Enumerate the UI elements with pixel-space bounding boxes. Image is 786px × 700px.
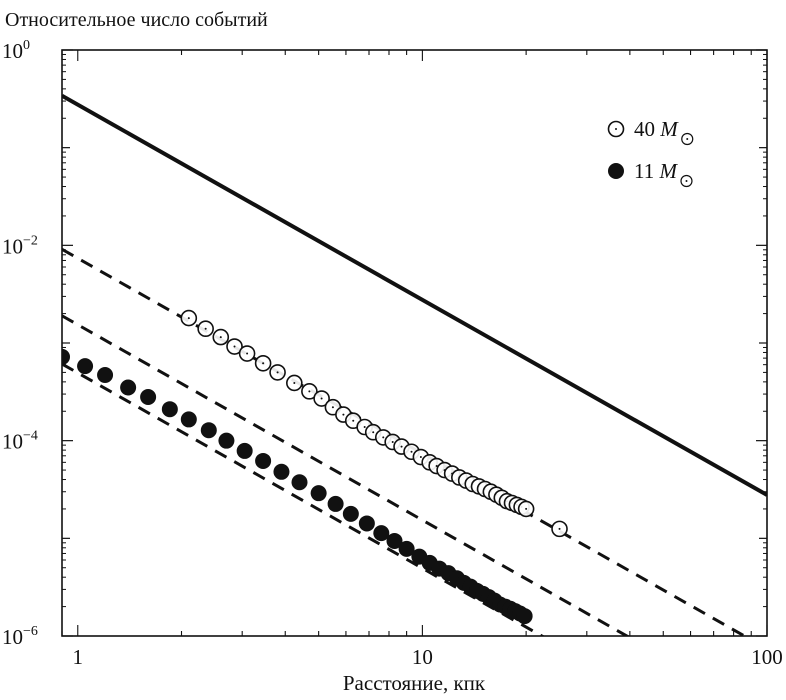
open-circle-point-dot xyxy=(400,445,403,448)
y-tick-label: 100 xyxy=(2,38,30,63)
legend-marker-filled xyxy=(608,163,624,179)
open-circle-point-dot xyxy=(419,456,422,459)
filled-circle-point xyxy=(255,452,272,469)
open-circle-point-dot xyxy=(558,527,561,530)
open-circle-point-dot xyxy=(187,317,190,320)
plot-layer: 10−6 10−4 10−2 100 1 10 100 xyxy=(2,38,783,669)
filled-circle-point xyxy=(327,495,344,512)
open-circle-point-dot xyxy=(525,507,528,510)
filled-circle-point xyxy=(62,348,70,365)
filled-circle-point xyxy=(398,540,415,557)
open-circle-point-dot xyxy=(233,345,236,348)
y-axis-label: Относительное число событий xyxy=(5,9,268,31)
filled-circle-point xyxy=(161,401,178,418)
filled-circle-point xyxy=(310,485,327,502)
legend: 40 M 11 M xyxy=(607,117,694,188)
open-circle-point-dot xyxy=(391,440,394,443)
open-circle-point-dot xyxy=(204,327,207,330)
filled-circle-point xyxy=(77,358,94,375)
open-circle-point-dot xyxy=(342,413,345,416)
dashed-line xyxy=(62,362,545,636)
filled-circle-point xyxy=(273,463,290,480)
data-group xyxy=(62,94,767,636)
x-tick-label: 100 xyxy=(751,645,783,669)
solid-line xyxy=(62,94,767,497)
x-tick-label: 10 xyxy=(412,645,433,669)
x-axis-label: Расстояние, кпк xyxy=(343,671,486,695)
y-tick-label: 10−2 xyxy=(2,233,38,258)
legend-marker-dot xyxy=(615,128,617,130)
filled-circle-point xyxy=(218,432,235,449)
open-circle-point-dot xyxy=(331,406,334,409)
open-circle-point-dot xyxy=(352,419,355,422)
open-circle-point-dot xyxy=(293,381,296,384)
open-circle-point-dot xyxy=(219,336,222,339)
y-tick-label: 10−6 xyxy=(2,624,38,649)
sun-symbol-dot-icon xyxy=(685,180,688,182)
open-circle-point-dot xyxy=(276,371,279,374)
filled-circle-point xyxy=(236,442,253,459)
filled-circle-point xyxy=(373,525,390,542)
filled-circle-point xyxy=(342,505,359,522)
open-circle-point-dot xyxy=(308,390,311,393)
filled-circle-point xyxy=(180,411,197,428)
sun-symbol-icon xyxy=(681,132,694,146)
y-tick-label: 10−4 xyxy=(2,429,38,454)
filled-circle-point xyxy=(386,532,403,549)
sun-symbol-icon xyxy=(680,174,693,188)
open-circle-point-dot xyxy=(320,397,323,400)
open-circle-point-dot xyxy=(410,450,413,453)
dashed-line xyxy=(62,314,630,636)
filled-circle-point xyxy=(358,515,375,532)
open-circle-point-dot xyxy=(372,431,375,434)
legend-label: 40 M xyxy=(634,117,679,141)
open-circle-point-dot xyxy=(382,436,385,439)
open-circle-point-dot xyxy=(363,426,366,429)
filled-circle-point xyxy=(97,367,114,384)
open-circle-point-dot xyxy=(246,352,249,355)
sun-symbol-dot-icon xyxy=(686,138,689,140)
filled-circle-point xyxy=(200,422,217,439)
legend-label: 11 M xyxy=(634,159,678,183)
open-circle-point-dot xyxy=(262,362,265,365)
x-tick-label: 1 xyxy=(73,645,84,669)
filled-circle-point xyxy=(291,474,308,491)
filled-circle-point xyxy=(140,388,157,405)
filled-circle-point xyxy=(120,379,137,396)
filled-circle-point xyxy=(516,608,533,625)
